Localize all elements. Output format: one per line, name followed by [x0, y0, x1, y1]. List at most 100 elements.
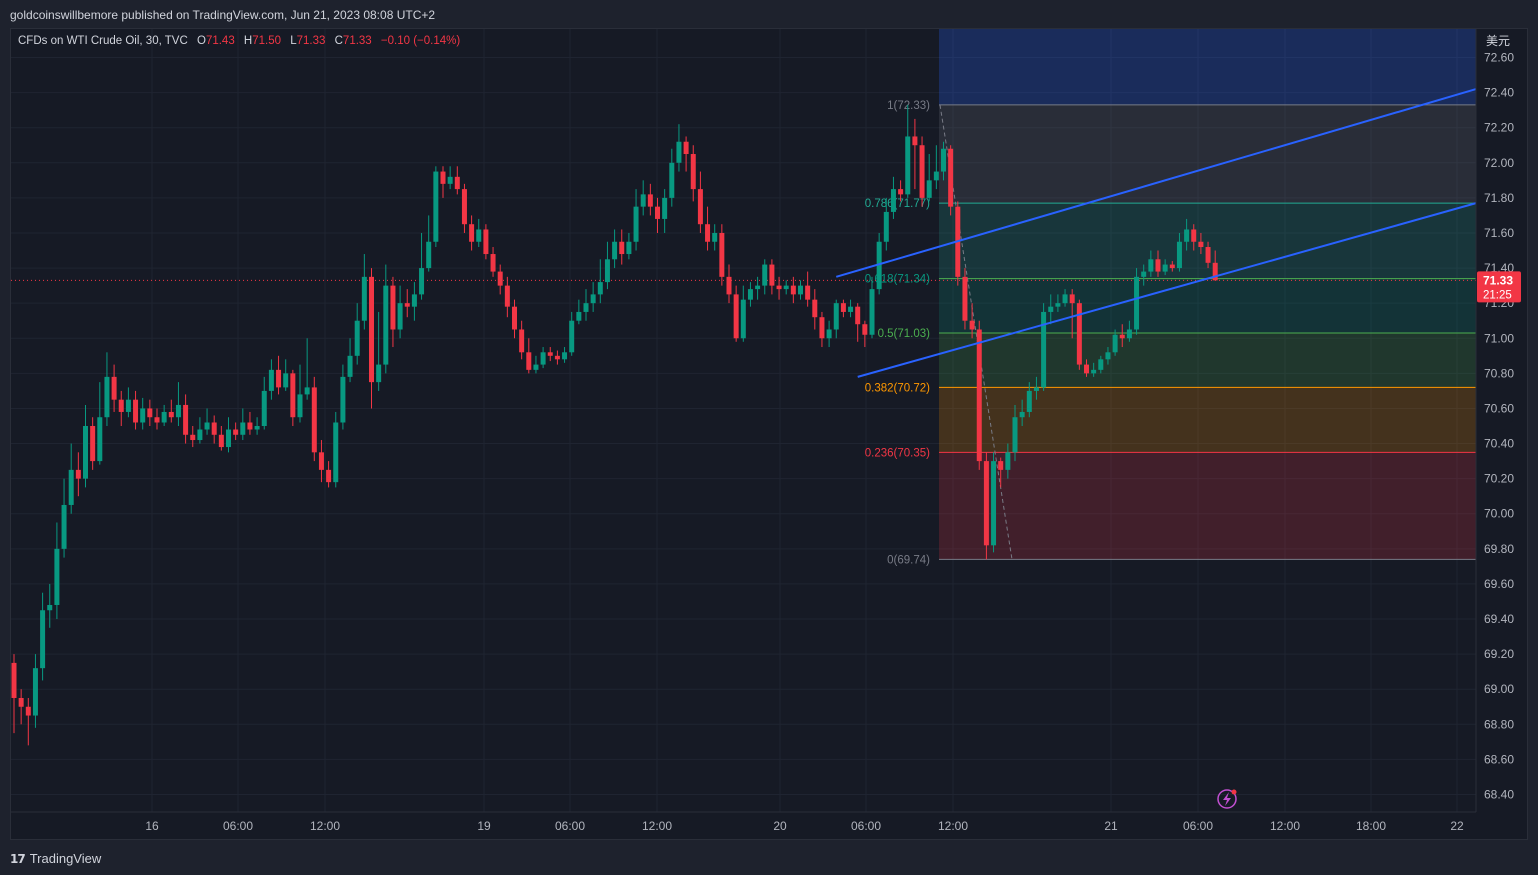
candle-body	[204, 422, 210, 430]
candle-body	[261, 390, 267, 426]
fib-zone	[939, 278, 1476, 333]
candle-body	[54, 548, 60, 605]
candle-body	[1148, 259, 1154, 272]
candle-body	[554, 355, 560, 360]
price-tick-label: 70.20	[1484, 472, 1514, 486]
publish-info: goldcoinswillbemore published on Trading…	[10, 8, 436, 22]
candle-body	[1062, 294, 1068, 304]
candle-body	[941, 148, 946, 172]
candle-body	[747, 289, 753, 300]
candle-body	[440, 171, 446, 184]
candle-body	[68, 469, 74, 505]
candle-body	[1076, 303, 1082, 365]
candle-body	[268, 369, 274, 391]
price-tick-label: 72.60	[1484, 51, 1514, 65]
candle-body	[497, 271, 503, 286]
candle-body	[769, 264, 775, 286]
candle-body	[1005, 452, 1011, 470]
countdown-value: 21:25	[1483, 289, 1512, 301]
candle-body	[25, 706, 31, 716]
fib-level-label: 0.786(71.77)	[865, 198, 930, 210]
candle-body	[304, 387, 310, 395]
candle-body	[233, 429, 239, 435]
candle-body	[1105, 352, 1111, 360]
candle-body	[32, 668, 38, 716]
candle-body	[397, 303, 403, 330]
candle-body	[790, 285, 796, 295]
price-tick-label: 71.60	[1484, 226, 1514, 240]
lightning-icon[interactable]	[1217, 789, 1237, 809]
candle-body	[1212, 262, 1218, 281]
candle-body	[655, 206, 660, 219]
candle-body	[1126, 329, 1132, 339]
candle-body	[1041, 311, 1047, 388]
candle-body	[633, 206, 639, 242]
candle-body	[318, 452, 324, 470]
chart-legend: CFDs on WTI Crude Oil, 30, TVC O71.43 H7…	[18, 35, 460, 47]
channel-lower-line	[857, 202, 1477, 378]
candle-body	[447, 176, 453, 184]
price-tick-label: 69.20	[1484, 647, 1514, 661]
candle-body	[640, 194, 646, 207]
candle-body	[1141, 271, 1147, 277]
candle-body	[140, 408, 146, 423]
candle-body	[1084, 364, 1089, 374]
candle-body	[1055, 303, 1061, 307]
candle-body	[976, 329, 982, 462]
candle-body	[969, 320, 975, 330]
candle-body	[1091, 369, 1097, 374]
price-tick-label: 68.80	[1484, 717, 1514, 731]
fib-zone	[939, 104, 1476, 204]
candle-body	[218, 434, 224, 448]
price-tick-label: 70.40	[1484, 437, 1514, 451]
close-key: C	[334, 35, 343, 47]
candle-body	[933, 171, 939, 181]
candle-body	[354, 320, 360, 356]
fib-level-label: 0.5(71.03)	[878, 328, 931, 340]
candle-body	[848, 306, 854, 312]
candle-body	[840, 303, 846, 312]
candle-body	[226, 429, 231, 448]
open-value: 71.43	[205, 35, 235, 47]
candle-body	[147, 408, 153, 418]
candle-body	[1205, 247, 1211, 263]
chart-frame[interactable]	[10, 28, 1528, 840]
fib-zone-extension	[939, 29, 1476, 105]
candle-body	[690, 154, 696, 190]
publish-header: goldcoinswillbemore published on Trading…	[0, 0, 1538, 28]
candle-body	[805, 285, 811, 300]
candle-body	[383, 285, 389, 365]
candle-body	[390, 285, 396, 330]
candle-body	[662, 197, 668, 219]
candle-body	[1048, 306, 1054, 312]
candle-body	[1098, 359, 1104, 370]
channel-upper-line	[835, 88, 1477, 278]
candle-body	[676, 141, 682, 163]
candle-body	[526, 352, 532, 370]
brand-name: TradingView	[29, 851, 102, 866]
candle-body	[433, 171, 439, 242]
price-tick-label: 70.60	[1484, 401, 1514, 415]
candle-body	[311, 387, 317, 453]
price-tick-label: 69.80	[1484, 542, 1514, 556]
time-tick-label: 22	[1450, 819, 1464, 833]
candle-body	[347, 355, 353, 377]
price-tick-label: 71.80	[1484, 191, 1514, 205]
fib-zone	[939, 387, 1476, 453]
time-tick-label: 06:00	[223, 819, 253, 833]
candle-body	[890, 189, 896, 212]
candle-body	[569, 320, 575, 353]
candle-body	[411, 294, 417, 307]
time-tick-label: 20	[773, 819, 787, 833]
tradingview-logo[interactable]: 17 TradingView	[10, 851, 101, 866]
change-value: −0.10 (−0.14%)	[380, 35, 461, 47]
candle-body	[883, 211, 889, 242]
candle-body	[812, 299, 818, 318]
candle-body	[333, 422, 339, 483]
candle-body	[798, 285, 803, 295]
candle-body	[168, 411, 174, 418]
candle-body	[919, 145, 925, 198]
time-tick-label: 06:00	[555, 819, 585, 833]
price-tick-label: 70.00	[1484, 507, 1514, 521]
